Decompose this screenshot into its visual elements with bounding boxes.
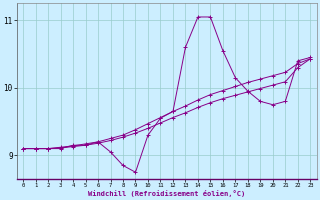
X-axis label: Windchill (Refroidissement éolien,°C): Windchill (Refroidissement éolien,°C): [88, 190, 245, 197]
